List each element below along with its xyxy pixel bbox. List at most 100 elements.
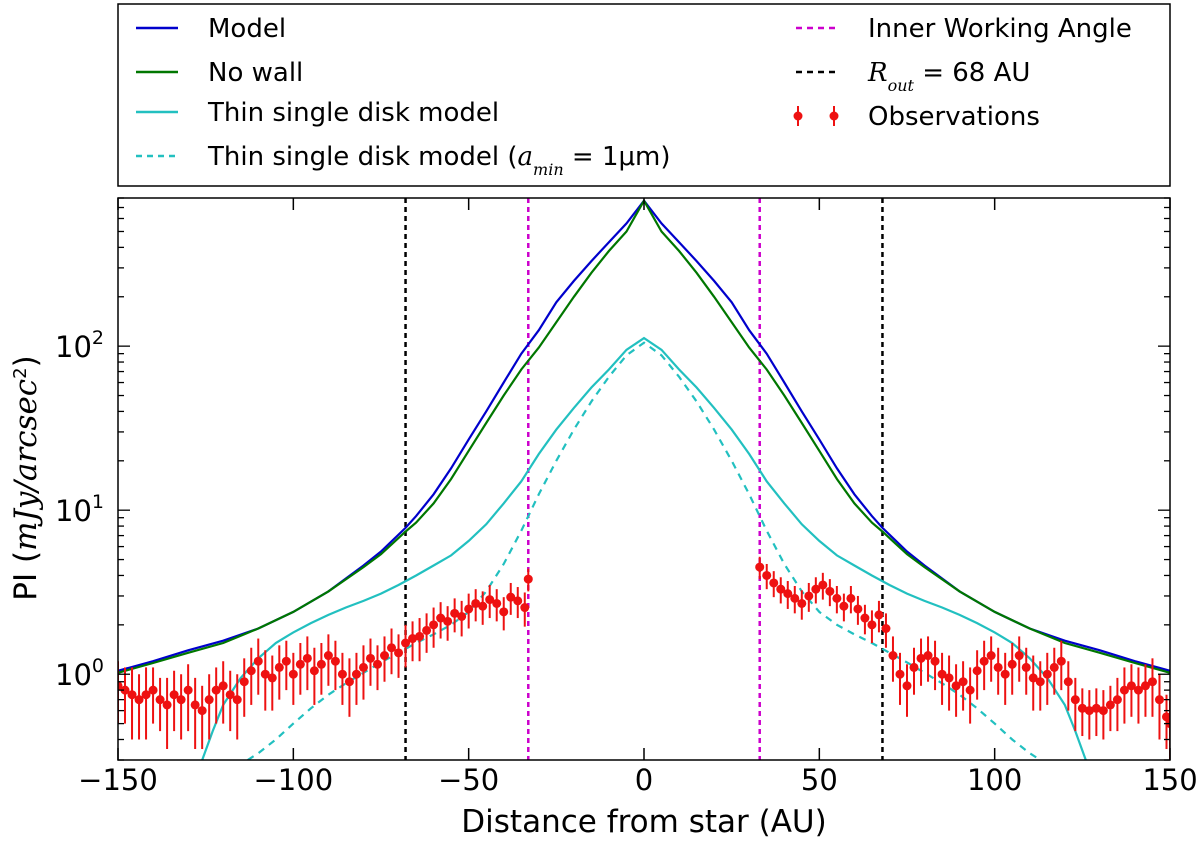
- y-tick-label-2: 102: [55, 327, 104, 364]
- legend-marker-dot-6-0: [793, 111, 803, 121]
- obs-point-102: [1049, 662, 1059, 672]
- obs-point-85: [930, 656, 940, 666]
- obs-point-13: [204, 695, 214, 705]
- obs-point-29: [316, 659, 326, 669]
- obs-point-68: [811, 584, 821, 594]
- obs-point-108: [1091, 703, 1101, 713]
- obs-point-51: [471, 598, 481, 608]
- legend-label-text-model: Model: [208, 14, 286, 44]
- legend-label-model: Model: [208, 14, 286, 44]
- y-tick-label-exp-2: 2: [92, 327, 104, 349]
- obs-point-41: [401, 638, 411, 648]
- obs-point-80: [895, 669, 905, 679]
- obs-point-44: [422, 625, 432, 635]
- obs-point-115: [1140, 681, 1150, 691]
- obs-point-90: [965, 685, 975, 695]
- legend-label-text-iwa: Inner Working Angle: [868, 14, 1132, 44]
- obs-point-5: [148, 685, 158, 695]
- obs-point-57: [513, 596, 523, 606]
- obs-point-107: [1084, 706, 1094, 716]
- obs-point-63: [776, 584, 786, 594]
- obs-point-83: [916, 653, 926, 663]
- obs-point-59: [523, 574, 533, 584]
- legend-label-no_wall: No wall: [208, 58, 303, 88]
- obs-point-81: [902, 681, 912, 691]
- x-tick-label-5: 100: [967, 763, 1022, 797]
- x-tick-label-2: −50: [438, 763, 499, 797]
- legend-box: [117, 3, 1171, 187]
- legend-label-iwa: Inner Working Angle: [868, 14, 1132, 44]
- obs-point-11: [190, 700, 200, 710]
- legend: Model No wall Thin single disk model Thin s…: [136, 14, 1132, 179]
- legend-label-sub-thin_amin: min: [533, 160, 564, 179]
- obs-point-54: [492, 598, 502, 608]
- obs-point-18: [239, 677, 249, 687]
- y-axis-label-sup: 2: [10, 367, 31, 378]
- legend-label-sub-rout: out: [888, 76, 915, 95]
- obs-point-92: [979, 656, 989, 666]
- legend-label-text-obs: Observations: [868, 102, 1040, 132]
- obs-point-31: [330, 656, 340, 666]
- obs-point-86: [937, 669, 947, 679]
- legend-label-thin_amin: Thin single disk model (amin = 1μm): [207, 142, 671, 179]
- obs-point-8: [169, 690, 179, 700]
- obs-point-58: [520, 603, 530, 613]
- y-tick-label-exp-1: 1: [92, 491, 104, 513]
- y-tick-label-1: 101: [55, 491, 104, 528]
- obs-point-6: [155, 695, 165, 705]
- obs-point-19: [246, 666, 256, 676]
- series-line-3: [247, 341, 1041, 760]
- obs-point-15: [218, 681, 228, 691]
- obs-point-35: [358, 662, 368, 672]
- obs-point-70: [825, 586, 835, 596]
- obs-point-111: [1112, 695, 1122, 705]
- obs-point-75: [860, 613, 870, 623]
- legend-label-suffix-thin_amin: = 1μm): [564, 142, 671, 172]
- legend-label-obs: Observations: [868, 102, 1040, 132]
- obs-point-73: [846, 593, 856, 603]
- obs-point-61: [762, 570, 772, 580]
- obs-point-95: [1000, 669, 1010, 679]
- obs-point-50: [464, 604, 474, 614]
- x-tick-label-3: 0: [635, 763, 653, 797]
- obs-point-21: [260, 669, 270, 679]
- legend-label-math-rout: R: [867, 58, 888, 88]
- obs-point-117: [1154, 695, 1164, 705]
- obs-point-77: [874, 610, 884, 620]
- obs-point-69: [818, 580, 828, 590]
- obs-point-42: [408, 634, 418, 644]
- obs-point-55: [499, 607, 509, 617]
- obs-point-53: [485, 595, 495, 605]
- obs-point-27: [302, 653, 312, 663]
- legend-label-text-no_wall: No wall: [208, 58, 303, 88]
- obs-point-39: [387, 643, 397, 653]
- obs-point-23: [274, 662, 284, 672]
- obs-point-43: [415, 631, 425, 641]
- obs-point-118: [1161, 712, 1170, 722]
- obs-point-10: [183, 685, 193, 695]
- obs-point-106: [1077, 703, 1087, 713]
- obs-point-12: [197, 706, 207, 716]
- x-tick-label-4: 50: [801, 763, 838, 797]
- obs-point-94: [993, 662, 1003, 672]
- obs-point-65: [790, 593, 800, 603]
- obs-point-109: [1098, 706, 1108, 716]
- legend-marker-dot-6-1: [829, 111, 839, 121]
- obs-point-113: [1126, 681, 1136, 691]
- obs-point-93: [986, 651, 996, 661]
- obs-point-47: [443, 616, 453, 626]
- obs-point-72: [839, 601, 849, 611]
- y-tick-label-exp-0: 0: [92, 655, 104, 677]
- obs-point-110: [1105, 700, 1115, 710]
- obs-point-24: [281, 656, 291, 666]
- x-axis-label: Distance from star (AU): [461, 804, 826, 840]
- obs-point-64: [783, 589, 793, 599]
- x-tick-label-1: −100: [254, 763, 334, 797]
- series-line-2: [201, 336, 1087, 760]
- obs-point-37: [372, 659, 382, 669]
- y-tick-label-0: 100: [55, 655, 104, 692]
- obs-point-17: [232, 695, 242, 705]
- obs-point-89: [958, 677, 968, 687]
- obs-point-103: [1056, 656, 1066, 666]
- plot-content: [118, 198, 1170, 760]
